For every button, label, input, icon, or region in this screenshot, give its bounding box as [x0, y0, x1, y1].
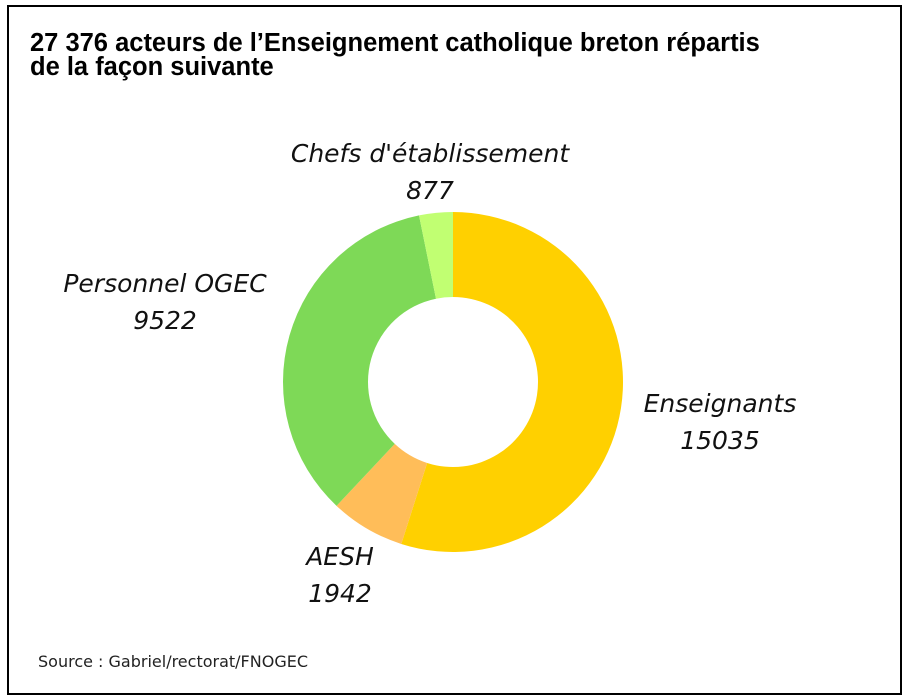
donut-slice: [283, 215, 437, 506]
slice-label: Chefs d'établissement: [291, 139, 570, 168]
slice-label: Personnel OGEC: [63, 269, 267, 298]
slice-value: 877: [406, 176, 454, 205]
donut-slice: [419, 212, 453, 299]
slice-value: 9522: [133, 306, 197, 335]
slice-value: 1942: [308, 579, 372, 608]
slice-label: Enseignants: [644, 389, 797, 418]
chart-title: 27 376 acteurs de l’Enseignement catholi…: [30, 29, 760, 81]
donut-slice: [336, 443, 428, 544]
slice-value: 15035: [680, 426, 760, 455]
source-note: Source : Gabriel/rectorat/FNOGEC: [38, 652, 308, 671]
slice-label: AESH: [304, 542, 374, 571]
donut-slice: [401, 212, 623, 552]
